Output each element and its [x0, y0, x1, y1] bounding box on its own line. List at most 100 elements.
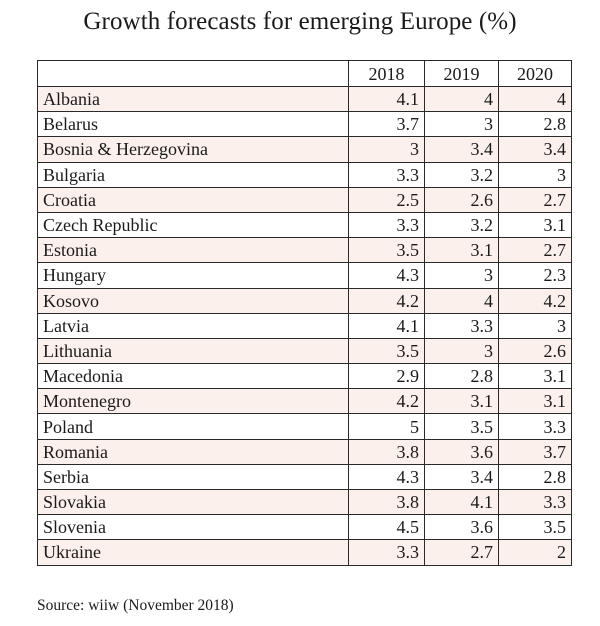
value-cell-2019: 2.6 — [424, 186, 499, 213]
table-row: Kosovo 4.2 4 4.2 — [37, 287, 572, 314]
page-title: Growth forecasts for emerging Europe (%) — [83, 8, 517, 35]
value-cell-2018: 3.3 — [348, 211, 425, 239]
table-row: Czech Republic 3.3 3.2 3.1 — [37, 211, 572, 239]
table-row: Belarus 3.7 3 2.8 — [37, 111, 572, 138]
country-cell: Croatia — [37, 186, 349, 213]
value-cell-2019: 3.5 — [424, 413, 499, 440]
country-cell: Bosnia & Herzegovina — [37, 136, 349, 163]
value-cell-2018: 4.1 — [348, 85, 425, 113]
value-cell-2019: 3.1 — [424, 388, 499, 415]
value-cell-2018: 3.8 — [348, 488, 425, 516]
table-row: Lithuania 3.5 3 2.6 — [37, 337, 572, 365]
value-cell-2020: 3.4 — [498, 136, 572, 163]
forecast-table: 2018 2019 2020 Albania 4.1 4 4 Belarus 3.7 3 2.… — [37, 60, 572, 566]
country-cell: Slovakia — [37, 488, 349, 516]
value-cell-2019: 3.4 — [424, 136, 499, 163]
value-cell-2019: 4.1 — [424, 488, 499, 516]
value-cell-2018: 3.3 — [348, 539, 425, 566]
value-cell-2020: 2.7 — [498, 237, 572, 264]
column-header-country — [37, 60, 349, 87]
value-cell-2018: 4.2 — [348, 287, 425, 314]
table-row: Serbia 4.3 3.4 2.8 — [37, 463, 572, 491]
value-cell-2020: 2.7 — [498, 186, 572, 213]
value-cell-2020: 3.1 — [498, 363, 572, 390]
table-row: Bulgaria 3.3 3.2 3 — [37, 161, 572, 188]
value-cell-2019: 4 — [424, 85, 499, 113]
country-cell: Lithuania — [37, 337, 349, 365]
country-cell: Montenegro — [37, 388, 349, 415]
value-cell-2018: 4.1 — [348, 312, 425, 339]
value-cell-2019: 2.8 — [424, 363, 499, 390]
country-cell: Estonia — [37, 237, 349, 264]
table-row: Bosnia & Herzegovina 3 3.4 3.4 — [37, 136, 572, 163]
value-cell-2018: 5 — [348, 413, 425, 440]
value-cell-2020: 2.8 — [498, 111, 572, 138]
value-cell-2018: 3.8 — [348, 438, 425, 465]
value-cell-2019: 3 — [424, 111, 499, 138]
value-cell-2020: 4 — [498, 85, 572, 113]
value-cell-2019: 3 — [424, 262, 499, 289]
value-cell-2018: 4.2 — [348, 388, 425, 415]
column-header-2020: 2020 — [498, 60, 572, 87]
table-row: Estonia 3.5 3.1 2.7 — [37, 237, 572, 264]
column-header-2018: 2018 — [348, 60, 425, 87]
value-cell-2020: 2 — [498, 539, 572, 566]
value-cell-2020: 3.3 — [498, 413, 572, 440]
table-header-row: 2018 2019 2020 — [37, 60, 572, 87]
table-row: Latvia 4.1 3.3 3 — [37, 312, 572, 339]
table-body: Albania 4.1 4 4 Belarus 3.7 3 2.8 Bosnia & Herze… — [37, 85, 572, 566]
value-cell-2018: 3.7 — [348, 111, 425, 138]
column-header-2019: 2019 — [424, 60, 499, 87]
country-cell: Belarus — [37, 111, 349, 138]
table-row: Ukraine 3.3 2.7 2 — [37, 539, 572, 566]
value-cell-2019: 3.6 — [424, 514, 499, 541]
value-cell-2020: 3.7 — [498, 438, 572, 465]
value-cell-2019: 3.1 — [424, 237, 499, 264]
table-row: Slovenia 4.5 3.6 3.5 — [37, 514, 572, 541]
table-row: Albania 4.1 4 4 — [37, 85, 572, 113]
value-cell-2020: 4.2 — [498, 287, 572, 314]
value-cell-2019: 2.7 — [424, 539, 499, 566]
value-cell-2020: 3 — [498, 161, 572, 188]
value-cell-2018: 3.5 — [348, 337, 425, 365]
country-cell: Albania — [37, 85, 349, 113]
country-cell: Romania — [37, 438, 349, 465]
value-cell-2018: 2.9 — [348, 363, 425, 390]
value-cell-2020: 3.5 — [498, 514, 572, 541]
country-cell: Latvia — [37, 312, 349, 339]
value-cell-2020: 2.3 — [498, 262, 572, 289]
country-cell: Serbia — [37, 463, 349, 491]
value-cell-2018: 3.5 — [348, 237, 425, 264]
value-cell-2018: 4.5 — [348, 514, 425, 541]
table-row: Hungary 4.3 3 2.3 — [37, 262, 572, 289]
value-cell-2019: 3.3 — [424, 312, 499, 339]
value-cell-2018: 4.3 — [348, 262, 425, 289]
value-cell-2020: 3 — [498, 312, 572, 339]
table-row: Macedonia 2.9 2.8 3.1 — [37, 363, 572, 390]
value-cell-2020: 3.1 — [498, 388, 572, 415]
value-cell-2018: 3 — [348, 136, 425, 163]
value-cell-2018: 4.3 — [348, 463, 425, 491]
table-row: Croatia 2.5 2.6 2.7 — [37, 186, 572, 213]
value-cell-2018: 2.5 — [348, 186, 425, 213]
value-cell-2019: 3.4 — [424, 463, 499, 491]
table-row: Montenegro 4.2 3.1 3.1 — [37, 388, 572, 415]
country-cell: Czech Republic — [37, 211, 349, 239]
country-cell: Hungary — [37, 262, 349, 289]
value-cell-2020: 3.1 — [498, 211, 572, 239]
value-cell-2019: 3.2 — [424, 161, 499, 188]
country-cell: Poland — [37, 413, 349, 440]
value-cell-2020: 2.6 — [498, 337, 572, 365]
value-cell-2019: 4 — [424, 287, 499, 314]
table-row: Romania 3.8 3.6 3.7 — [37, 438, 572, 465]
value-cell-2020: 2.8 — [498, 463, 572, 491]
table-row: Poland 5 3.5 3.3 — [37, 413, 572, 440]
country-cell: Macedonia — [37, 363, 349, 390]
country-cell: Slovenia — [37, 514, 349, 541]
table-row: Slovakia 3.8 4.1 3.3 — [37, 488, 572, 516]
country-cell: Bulgaria — [37, 161, 349, 188]
value-cell-2020: 3.3 — [498, 488, 572, 516]
source-note: Source: wiiw (November 2018) — [37, 597, 234, 614]
value-cell-2018: 3.3 — [348, 161, 425, 188]
country-cell: Ukraine — [37, 539, 349, 566]
